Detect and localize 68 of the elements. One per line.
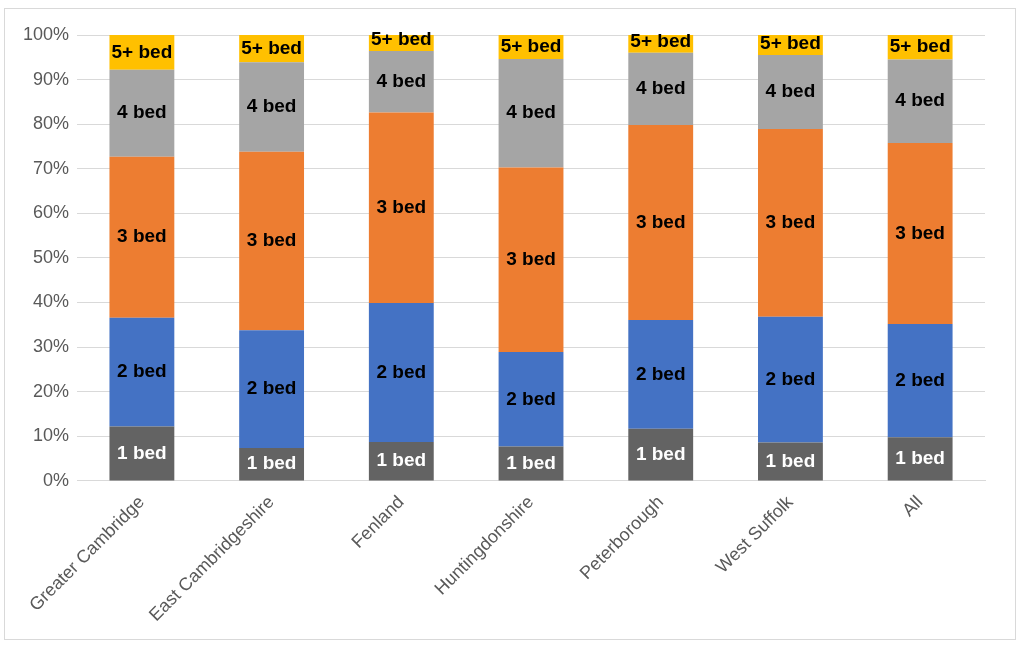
bar [887,323,953,438]
bar [628,52,694,126]
text: 4 bed [895,89,945,111]
bar [758,129,823,317]
bar [628,125,694,320]
bar [368,51,434,113]
bar [109,69,175,157]
bar [887,59,953,143]
y-tick-label: 30% [33,336,70,357]
series-label: 1 bed [246,452,297,474]
text: 3 bed [117,225,167,247]
text: 2 bed [506,387,556,409]
bar [887,142,953,324]
text: 1 bed [117,441,167,463]
text: 3 bed [895,221,945,243]
text: 1 bed [765,449,816,471]
bar [239,330,305,448]
y-tick-label: 70% [33,157,70,178]
text: 3 bed [376,196,427,218]
text: 4 bed [376,70,427,92]
series-label: 5+ bed [500,35,562,57]
text: 4 bed [506,101,556,123]
bar [758,316,823,443]
y-tick-label: 60% [33,202,70,223]
text: 3 bed [506,247,556,269]
bar [109,156,175,318]
series-label: 2 bed [765,367,816,389]
bar [368,302,434,443]
text: 1 bed [506,451,556,473]
bar [109,426,175,481]
y-tick-label: 10% [33,425,70,446]
y-tick-label: 40% [33,291,70,312]
text: 2 bed [635,362,686,384]
text: 2 bed [117,360,167,382]
text: 2 bed [895,368,945,390]
bar [498,59,564,168]
y-tick-label: 90% [33,68,70,89]
text: 5+ bed [630,30,692,52]
bar [498,352,564,447]
text: 4 bed [246,95,297,117]
text: 5+ bed [241,36,302,58]
x-tick-label: All [898,491,927,521]
text: 5+ bed [111,40,173,62]
bar [239,62,305,152]
series-label: 4 bed [765,80,816,102]
text: 4 bed [635,77,686,99]
text: 2 bed [246,377,297,399]
bar [239,151,305,331]
text: 2 bed [376,360,427,382]
series-label: 3 bed [765,211,816,233]
y-tick-label: 50% [33,246,70,267]
text: 1 bed [635,442,686,464]
text: 5+ bed [889,35,951,57]
y-tick-label: 100% [22,23,70,44]
bar [109,317,175,427]
text: 5+ bed [760,32,821,54]
text: 3 bed [635,210,686,232]
y-tick-label: 0% [43,469,70,490]
text: 3 bed [246,229,297,251]
text: 1 bed [895,447,945,469]
y-tick-label: 20% [33,380,70,401]
bar [368,112,434,303]
bar [628,319,694,429]
text: 1 bed [376,449,427,471]
text: 4 bed [117,101,167,123]
y-tick-label: 80% [33,113,70,134]
bar [758,55,823,130]
bar [498,167,564,353]
